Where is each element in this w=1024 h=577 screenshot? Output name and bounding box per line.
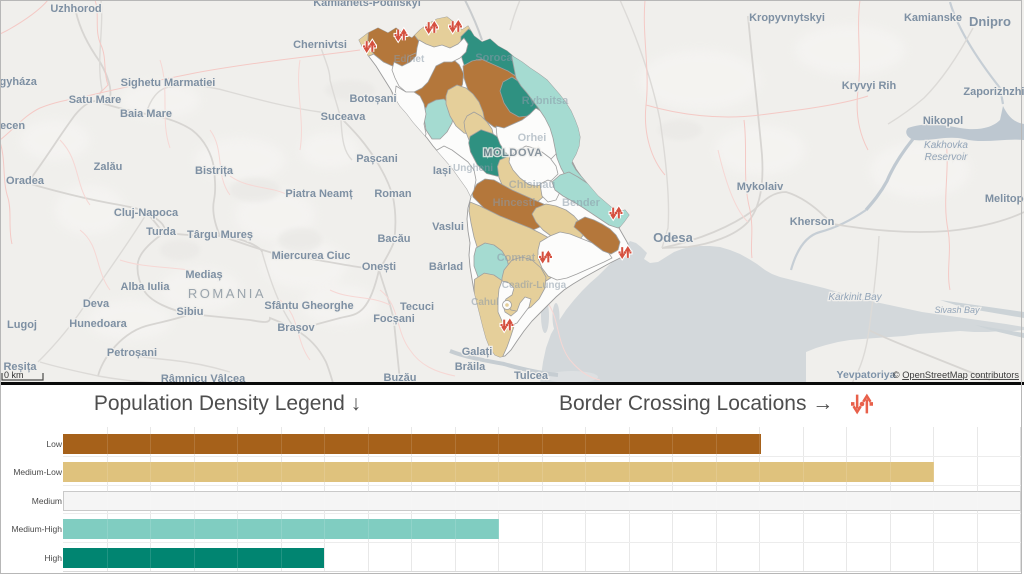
svg-text:Reservoir: Reservoir (925, 152, 968, 163)
svg-text:Orhei: Orhei (518, 132, 547, 144)
svg-text:Hunedoara: Hunedoara (69, 318, 127, 330)
svg-text:Onești: Onești (362, 261, 396, 273)
svg-text:Rybnitsa: Rybnitsa (522, 95, 569, 107)
svg-text:Satu Mare: Satu Mare (69, 94, 122, 106)
svg-text:Sighetu Marmatiei: Sighetu Marmatiei (121, 77, 216, 89)
svg-text:Cahul: Cahul (471, 297, 499, 308)
svg-text:Chernivtsi: Chernivtsi (293, 39, 347, 51)
svg-text:0 km: 0 km (4, 370, 24, 380)
svg-text:Debrecen: Debrecen (0, 120, 25, 132)
svg-text:Râmnicu Vâlcea: Râmnicu Vâlcea (161, 373, 246, 383)
svg-text:Zaporizhzhia: Zaporizhzhia (963, 86, 1024, 98)
svg-text:MOLDOVA: MOLDOVA (483, 147, 543, 159)
svg-text:Kamianske: Kamianske (904, 12, 962, 24)
svg-text:Brașov: Brașov (277, 322, 315, 334)
svg-text:Turda: Turda (146, 226, 177, 238)
svg-text:Karkinit Bay: Karkinit Bay (828, 292, 882, 303)
svg-text:Sibiu: Sibiu (177, 306, 204, 318)
svg-text:Edinet: Edinet (394, 54, 425, 65)
svg-text:Lugoj: Lugoj (7, 319, 37, 331)
svg-text:Buzău: Buzău (384, 372, 417, 383)
svg-text:Alba Iulia: Alba Iulia (121, 281, 171, 293)
svg-text:Kherson: Kherson (790, 216, 835, 228)
svg-text:Kryvyi Rih: Kryvyi Rih (842, 80, 897, 92)
svg-text:Vaslui: Vaslui (432, 221, 464, 233)
svg-text:Odesa: Odesa (653, 230, 694, 245)
svg-text:Târgu Mureș: Târgu Mureș (187, 229, 253, 241)
svg-text:Dnipro: Dnipro (969, 14, 1011, 29)
svg-text:Focșani: Focșani (373, 313, 415, 325)
svg-text:© OpenStreetMap contributors: © OpenStreetMap contributors (893, 370, 1020, 380)
svg-text:Kakhovka: Kakhovka (924, 140, 968, 151)
svg-text:Kropyvnytskyi: Kropyvnytskyi (749, 12, 825, 24)
svg-text:Ungheni: Ungheni (453, 163, 493, 174)
svg-text:Bistrița: Bistrița (195, 165, 234, 177)
svg-text:ROMANIA: ROMANIA (188, 286, 266, 301)
svg-text:Baia Mare: Baia Mare (120, 108, 172, 120)
svg-text:Deva: Deva (83, 298, 110, 310)
svg-text:Oradea: Oradea (6, 175, 45, 187)
svg-text:Yevpatoriya: Yevpatoriya (837, 369, 896, 381)
svg-text:Comrat: Comrat (497, 252, 536, 264)
svg-text:Petroșani: Petroșani (107, 347, 157, 359)
svg-text:Roman: Roman (374, 188, 412, 200)
svg-text:Piatra Neamț: Piatra Neamț (285, 188, 353, 200)
svg-text:Pașcani: Pașcani (356, 153, 398, 165)
svg-text:Brăila: Brăila (455, 361, 486, 373)
svg-text:Ceadîr-Lunga: Ceadîr-Lunga (502, 280, 567, 291)
svg-text:Bârlad: Bârlad (429, 261, 463, 273)
svg-text:Nikopol: Nikopol (923, 115, 963, 127)
svg-text:Melitopol: Melitopol (985, 193, 1024, 205)
svg-text:Iași: Iași (433, 165, 451, 177)
svg-text:Sfântu Gheorghe: Sfântu Gheorghe (264, 300, 353, 312)
svg-text:Mediaș: Mediaș (185, 269, 222, 281)
svg-text:Tecuci: Tecuci (400, 301, 434, 313)
svg-text:Uzhhorod: Uzhhorod (50, 3, 101, 15)
svg-text:Sivash Bay: Sivash Bay (934, 305, 980, 315)
svg-text:Cluj-Napoca: Cluj-Napoca (114, 207, 179, 219)
svg-text:Soroca: Soroca (475, 52, 513, 64)
svg-text:Reșița: Reșița (3, 361, 37, 373)
svg-text:Bender: Bender (562, 197, 601, 209)
svg-text:Galați: Galați (462, 346, 493, 358)
svg-text:Mykolaiv: Mykolaiv (737, 181, 784, 193)
svg-text:Suceava: Suceava (321, 111, 367, 123)
svg-text:Kamianets-Podilskyi: Kamianets-Podilskyi (313, 0, 421, 9)
svg-text:Chisinau: Chisinau (509, 179, 555, 191)
svg-text:Tulcea: Tulcea (514, 370, 549, 382)
svg-text:Miercurea Ciuc: Miercurea Ciuc (272, 250, 351, 262)
svg-text:Bacău: Bacău (377, 233, 410, 245)
svg-text:Nyíregyháza: Nyíregyháza (0, 76, 38, 88)
svg-text:Zalău: Zalău (94, 161, 123, 173)
svg-text:Hincesti: Hincesti (493, 197, 536, 209)
svg-text:Botoșani: Botoșani (349, 93, 396, 105)
